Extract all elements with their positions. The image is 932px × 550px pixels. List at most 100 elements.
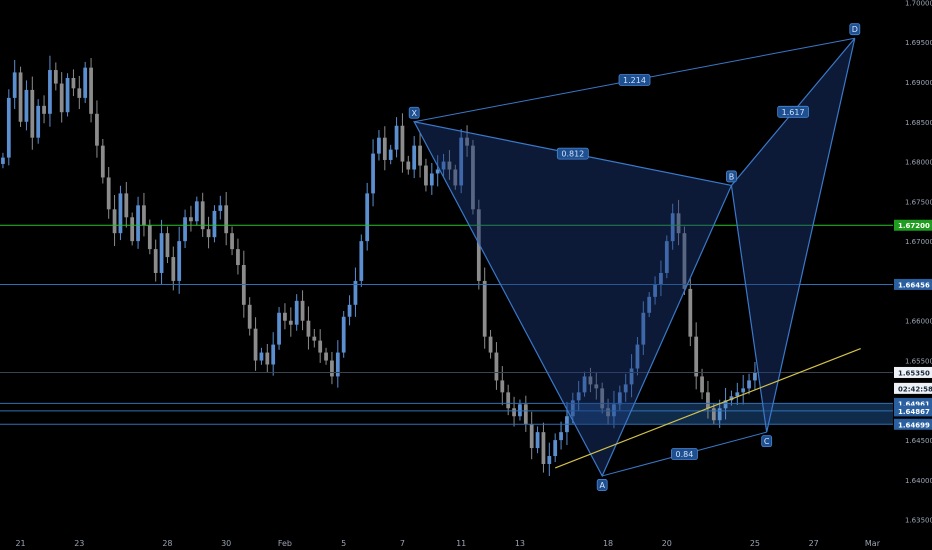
- candle-body: [670, 213, 675, 242]
- price-tag-background: [894, 366, 932, 378]
- candle-body: [194, 201, 199, 222]
- price-tag-label: 02:42:58: [898, 385, 932, 393]
- x-tick-label: 30: [221, 539, 231, 548]
- candle-body: [506, 392, 511, 409]
- ratio-tag-background: [671, 448, 698, 460]
- price-tag-label: 1.64961: [898, 400, 930, 408]
- price-tag: 1.67200: [894, 219, 932, 231]
- pattern-point-label: B: [729, 172, 735, 181]
- candle-body: [136, 205, 140, 242]
- ratio-tag-label: 1.617: [782, 108, 805, 117]
- price-tag: 1.64867: [894, 405, 932, 417]
- y-tick-label: 1.68500: [905, 119, 932, 127]
- candle-body: [65, 77, 70, 113]
- candle-body: [741, 388, 746, 393]
- candle-body: [347, 304, 352, 317]
- candle-body: [177, 241, 182, 281]
- candle-body: [53, 70, 58, 84]
- candle-body: [153, 249, 158, 273]
- candle-body: [488, 336, 493, 353]
- y-tick-label: 1.69500: [905, 39, 932, 47]
- candle-body: [553, 440, 558, 457]
- candle-body: [335, 352, 340, 377]
- candle-body: [500, 380, 505, 393]
- candle-body: [283, 312, 287, 321]
- price-tag-label: 1.64867: [898, 408, 930, 416]
- candle-body: [453, 169, 458, 186]
- ratio-tag-label: 0.84: [676, 450, 694, 459]
- candle-body: [694, 336, 699, 377]
- candle-body: [582, 376, 587, 393]
- candle-body: [218, 205, 223, 211]
- price-tag-label: 1.65350: [898, 369, 930, 377]
- candle-body: [429, 173, 434, 186]
- price-tag-background: [894, 382, 932, 394]
- candle-body: [200, 201, 205, 230]
- price-tag-background: [894, 405, 932, 417]
- price-tag-background: [894, 219, 932, 231]
- pattern-point-background: [408, 106, 420, 119]
- candle-body: [212, 210, 217, 238]
- y-tick-label: 1.64500: [905, 437, 932, 445]
- x-tick-label: Mar: [865, 539, 881, 548]
- candle-body: [541, 432, 546, 464]
- candle-body: [382, 137, 387, 160]
- candle-body: [600, 388, 605, 409]
- y-tick-label: 1.64000: [905, 477, 932, 485]
- y-tick-label: 1.67500: [905, 198, 932, 206]
- candle-body: [747, 380, 751, 389]
- candle-body: [24, 89, 29, 122]
- trendline[interactable]: [554, 348, 861, 469]
- candle-body: [676, 213, 681, 234]
- candle-body: [647, 296, 652, 313]
- ratio-tag-label: 0.812: [561, 150, 584, 159]
- x-tick-label: 21: [15, 539, 25, 548]
- candle-body: [147, 225, 152, 250]
- candle-body: [300, 300, 305, 321]
- candle-body: [371, 153, 375, 194]
- candle-body: [259, 352, 264, 361]
- price-tag-label: 1.66456: [898, 281, 930, 289]
- x-tick-label: Feb: [278, 539, 292, 548]
- pattern-point[interactable]: B: [726, 170, 737, 183]
- candle-body: [330, 360, 334, 377]
- candle-body: [559, 432, 563, 441]
- candle-body: [312, 336, 317, 341]
- pattern-point[interactable]: C: [761, 435, 773, 448]
- candle-body: [723, 400, 728, 409]
- candle-body: [482, 280, 487, 337]
- candle-body: [394, 125, 399, 150]
- candle-body: [594, 384, 599, 389]
- price-tag: 1.64961: [894, 397, 932, 409]
- candle-body: [159, 233, 164, 273]
- candle-body: [576, 392, 581, 401]
- candle-body: [83, 67, 88, 98]
- pattern-point[interactable]: X: [408, 106, 420, 119]
- candle-body: [623, 384, 628, 393]
- candle-body: [112, 209, 117, 234]
- candle-body: [18, 72, 23, 122]
- x-tick-label: 11: [456, 539, 466, 548]
- candle-body: [353, 280, 358, 305]
- pattern-point[interactable]: D: [849, 23, 861, 36]
- y-tick-label: 1.67000: [905, 238, 932, 246]
- y-tick-label: 1.66000: [905, 318, 932, 326]
- candle-body: [42, 105, 46, 114]
- candle-body: [100, 145, 105, 178]
- candle-body: [118, 193, 123, 234]
- x-tick-label: 7: [400, 539, 405, 548]
- price-tag-background: [894, 278, 932, 290]
- candle-body: [606, 408, 610, 417]
- candle-body: [230, 233, 234, 250]
- candle-body: [418, 145, 422, 166]
- candle-body: [641, 312, 646, 345]
- candle-body: [664, 241, 669, 273]
- candle-body: [30, 89, 35, 138]
- candle-body: [659, 272, 663, 285]
- ratio-tag: 1.617: [777, 105, 810, 118]
- pattern-point[interactable]: A: [596, 479, 608, 491]
- candle-body: [700, 376, 704, 393]
- pattern-point-label: A: [599, 481, 605, 490]
